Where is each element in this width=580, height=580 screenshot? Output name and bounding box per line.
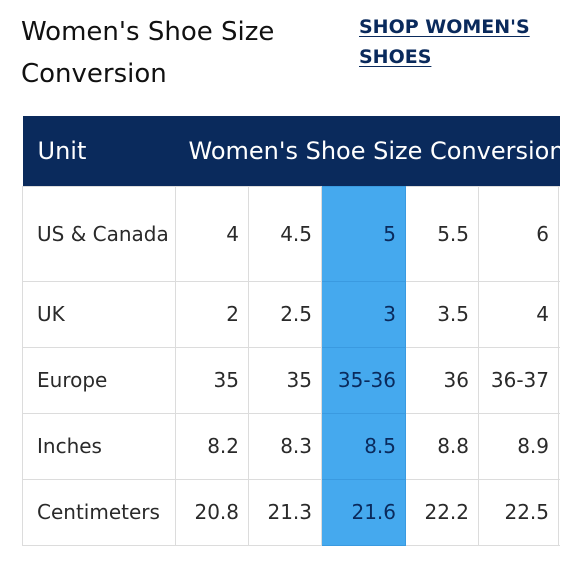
page-title: Women's Shoe Size Conversion xyxy=(21,17,275,89)
size-cell-highlighted: 3 xyxy=(321,280,406,348)
table-row-inches: Inches 8.2 8.3 8.5 8.8 8.9 xyxy=(22,412,560,480)
size-cell: 4.5 xyxy=(248,185,322,282)
size-cell-clipped xyxy=(558,185,560,282)
shop-womens-shoes-link[interactable]: SHOP WOMEN'S SHOES xyxy=(359,16,530,68)
table-row-centimeters: Centimeters 20.8 21.3 21.6 22.2 22.5 xyxy=(22,478,560,546)
table-row-europe: Europe 35 35 35-36 36 36-37 xyxy=(22,346,560,414)
unit-label: UK xyxy=(22,280,176,348)
unit-label: US & Canada xyxy=(22,185,176,282)
size-cell-clipped xyxy=(558,280,560,348)
size-cell: 8.2 xyxy=(175,412,249,480)
size-cell: 5.5 xyxy=(405,185,479,282)
size-cell: 8.9 xyxy=(478,412,559,480)
size-cell: 36-37 xyxy=(478,346,559,414)
size-cell-highlighted: 8.5 xyxy=(321,412,406,480)
unit-label: Centimeters xyxy=(22,478,176,546)
header-conversion: Women's Shoe Size Conversion S xyxy=(188,136,561,165)
size-cell: 21.3 xyxy=(248,478,322,546)
size-cell: 3.5 xyxy=(405,280,479,348)
unit-label: Inches xyxy=(22,412,176,480)
size-cell-highlighted: 35-36 xyxy=(321,346,406,414)
size-cell-clipped xyxy=(558,346,560,414)
size-cell: 22.5 xyxy=(478,478,559,546)
size-conversion-table-scroller[interactable]: Unit Women's Shoe Size Conversion S US &… xyxy=(22,116,560,550)
size-cell: 8.8 xyxy=(405,412,479,480)
size-cell: 8.3 xyxy=(248,412,322,480)
table-header-row: Unit Women's Shoe Size Conversion S xyxy=(22,116,561,186)
size-cell: 35 xyxy=(175,346,249,414)
size-cell: 22.2 xyxy=(405,478,479,546)
size-conversion-table: Unit Women's Shoe Size Conversion S US &… xyxy=(22,116,560,546)
table-row-uk: UK 2 2.5 3 3.5 4 xyxy=(22,280,560,348)
size-cell-clipped xyxy=(558,412,560,480)
size-cell: 6 xyxy=(478,185,559,282)
table-row-us-canada: US & Canada 4 4.5 5 5.5 6 xyxy=(22,185,560,282)
size-cell: 36 xyxy=(405,346,479,414)
size-cell: 4 xyxy=(175,185,249,282)
size-cell-highlighted: 5 xyxy=(321,185,406,282)
size-cell-highlighted: 21.6 xyxy=(321,478,406,546)
size-cell-clipped xyxy=(558,478,560,546)
size-cell: 4 xyxy=(478,280,559,348)
header-unit: Unit xyxy=(37,136,87,165)
size-cell: 35 xyxy=(248,346,322,414)
unit-label: Europe xyxy=(22,346,176,414)
size-cell: 2.5 xyxy=(248,280,322,348)
size-cell: 2 xyxy=(175,280,249,348)
size-cell: 20.8 xyxy=(175,478,249,546)
